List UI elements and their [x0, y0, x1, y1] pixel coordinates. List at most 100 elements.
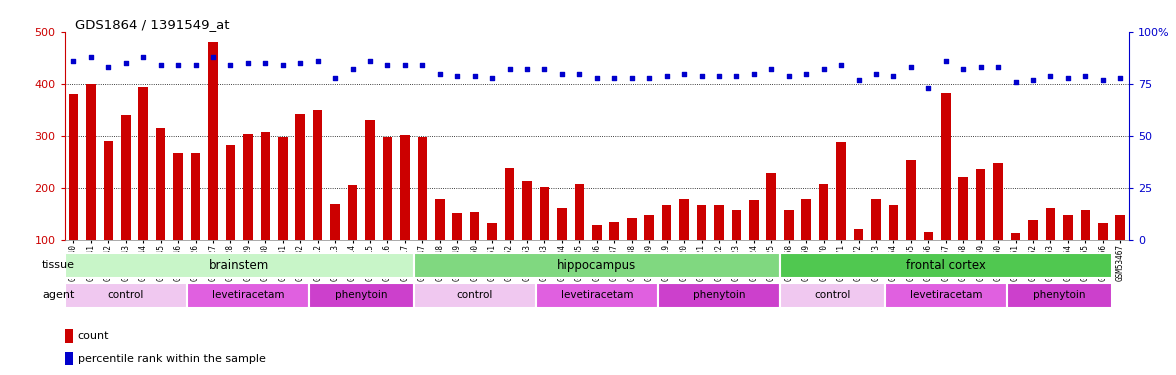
- Point: [535, 66, 554, 72]
- Bar: [1045, 208, 1055, 292]
- Bar: [854, 228, 863, 292]
- Point: [954, 66, 973, 72]
- Bar: [884, 283, 1007, 308]
- Text: levetiracetam: levetiracetam: [561, 290, 633, 300]
- Point: [308, 58, 327, 64]
- Text: GDS1864 / 1391549_at: GDS1864 / 1391549_at: [75, 18, 229, 31]
- Bar: [103, 141, 113, 292]
- Point: [744, 70, 763, 76]
- Bar: [366, 120, 375, 292]
- Bar: [243, 134, 253, 292]
- Bar: [536, 283, 657, 308]
- Point: [1094, 77, 1112, 83]
- Point: [326, 75, 345, 81]
- Text: phenytoin: phenytoin: [335, 290, 388, 300]
- Point: [588, 75, 607, 81]
- Bar: [592, 225, 602, 292]
- Bar: [156, 128, 166, 292]
- Point: [413, 62, 432, 68]
- Bar: [1116, 215, 1125, 292]
- Bar: [348, 185, 358, 292]
- Point: [1007, 79, 1025, 85]
- Bar: [557, 208, 567, 292]
- Bar: [65, 352, 73, 365]
- Point: [448, 73, 467, 79]
- Bar: [453, 213, 462, 292]
- Point: [640, 75, 659, 81]
- Bar: [784, 210, 794, 292]
- Bar: [923, 232, 933, 292]
- Point: [466, 73, 485, 79]
- Text: frontal cortex: frontal cortex: [906, 259, 985, 272]
- Point: [395, 62, 414, 68]
- Bar: [1081, 210, 1090, 292]
- Point: [971, 64, 990, 70]
- Bar: [65, 329, 73, 343]
- Point: [867, 70, 886, 76]
- Point: [152, 62, 171, 68]
- Bar: [435, 200, 445, 292]
- Bar: [889, 205, 898, 292]
- Bar: [1028, 220, 1037, 292]
- Bar: [657, 283, 780, 308]
- Point: [1076, 73, 1095, 79]
- Bar: [309, 283, 414, 308]
- Point: [99, 64, 118, 70]
- Bar: [906, 160, 916, 292]
- Point: [553, 70, 572, 76]
- Bar: [173, 153, 183, 292]
- Point: [500, 66, 519, 72]
- Bar: [68, 94, 78, 292]
- Bar: [121, 115, 131, 292]
- Point: [727, 73, 746, 79]
- Point: [902, 64, 921, 70]
- Bar: [540, 187, 549, 292]
- Point: [604, 75, 623, 81]
- Point: [1058, 75, 1077, 81]
- Point: [221, 62, 240, 68]
- Bar: [958, 177, 968, 292]
- Bar: [1063, 215, 1073, 292]
- Point: [884, 73, 903, 79]
- Point: [814, 66, 833, 72]
- Point: [239, 60, 258, 66]
- Bar: [187, 283, 309, 308]
- Point: [918, 85, 937, 91]
- Point: [1041, 73, 1060, 79]
- Bar: [414, 253, 780, 278]
- Bar: [767, 173, 776, 292]
- Bar: [313, 110, 322, 292]
- Point: [989, 64, 1008, 70]
- Bar: [261, 132, 270, 292]
- Point: [657, 73, 676, 79]
- Bar: [417, 138, 427, 292]
- Bar: [696, 205, 707, 292]
- Point: [116, 60, 135, 66]
- Bar: [994, 163, 1003, 292]
- Bar: [644, 215, 654, 292]
- Text: phenytoin: phenytoin: [693, 290, 746, 300]
- Text: count: count: [78, 331, 109, 341]
- Bar: [400, 135, 409, 292]
- Bar: [749, 200, 759, 292]
- Bar: [780, 283, 884, 308]
- Point: [64, 58, 82, 64]
- Point: [256, 60, 275, 66]
- Point: [134, 54, 153, 60]
- Text: levetiracetam: levetiracetam: [212, 290, 285, 300]
- Point: [430, 70, 449, 76]
- Bar: [139, 87, 148, 292]
- Bar: [470, 212, 480, 292]
- Bar: [662, 205, 671, 292]
- Bar: [818, 184, 828, 292]
- Point: [81, 54, 100, 60]
- Bar: [505, 168, 514, 292]
- Bar: [65, 253, 414, 278]
- Point: [517, 66, 536, 72]
- Text: agent: agent: [42, 290, 74, 300]
- Text: hippocampus: hippocampus: [557, 259, 636, 272]
- Bar: [1098, 223, 1108, 292]
- Bar: [226, 145, 235, 292]
- Bar: [191, 153, 200, 292]
- Point: [343, 66, 362, 72]
